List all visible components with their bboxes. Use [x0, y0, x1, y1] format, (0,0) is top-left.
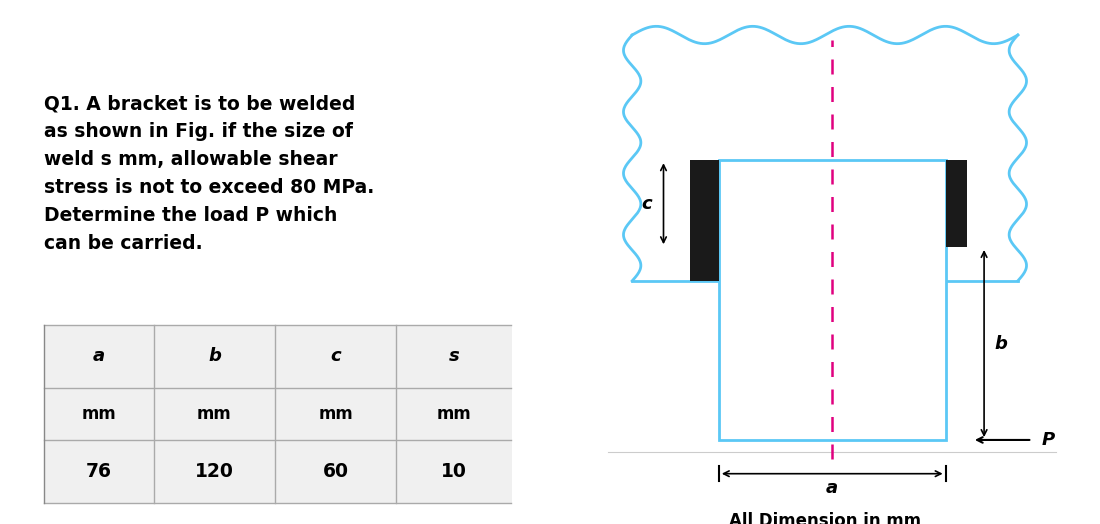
- Text: Q1. A bracket is to be welded
as shown in Fig. if the size of
weld s mm, allowab: Q1. A bracket is to be welded as shown i…: [44, 94, 374, 253]
- Text: mm: mm: [197, 405, 232, 423]
- Bar: [697, 160, 719, 247]
- Bar: [690, 160, 719, 281]
- Text: 76: 76: [86, 462, 112, 481]
- Text: mm: mm: [318, 405, 353, 423]
- Bar: [946, 160, 967, 247]
- Text: 120: 120: [195, 462, 234, 481]
- Text: P: P: [1042, 431, 1055, 449]
- Text: c: c: [330, 347, 341, 365]
- Bar: [719, 160, 946, 440]
- Text: a: a: [92, 347, 106, 365]
- Text: b: b: [994, 334, 1008, 353]
- Text: b: b: [208, 347, 221, 365]
- Text: c: c: [641, 195, 652, 213]
- Text: a: a: [826, 478, 838, 497]
- Text: All Dimension in mm: All Dimension in mm: [729, 512, 921, 524]
- Text: 10: 10: [441, 462, 466, 481]
- Text: mm: mm: [81, 405, 117, 423]
- Text: s: s: [449, 347, 459, 365]
- Text: mm: mm: [437, 405, 471, 423]
- Text: 60: 60: [322, 462, 349, 481]
